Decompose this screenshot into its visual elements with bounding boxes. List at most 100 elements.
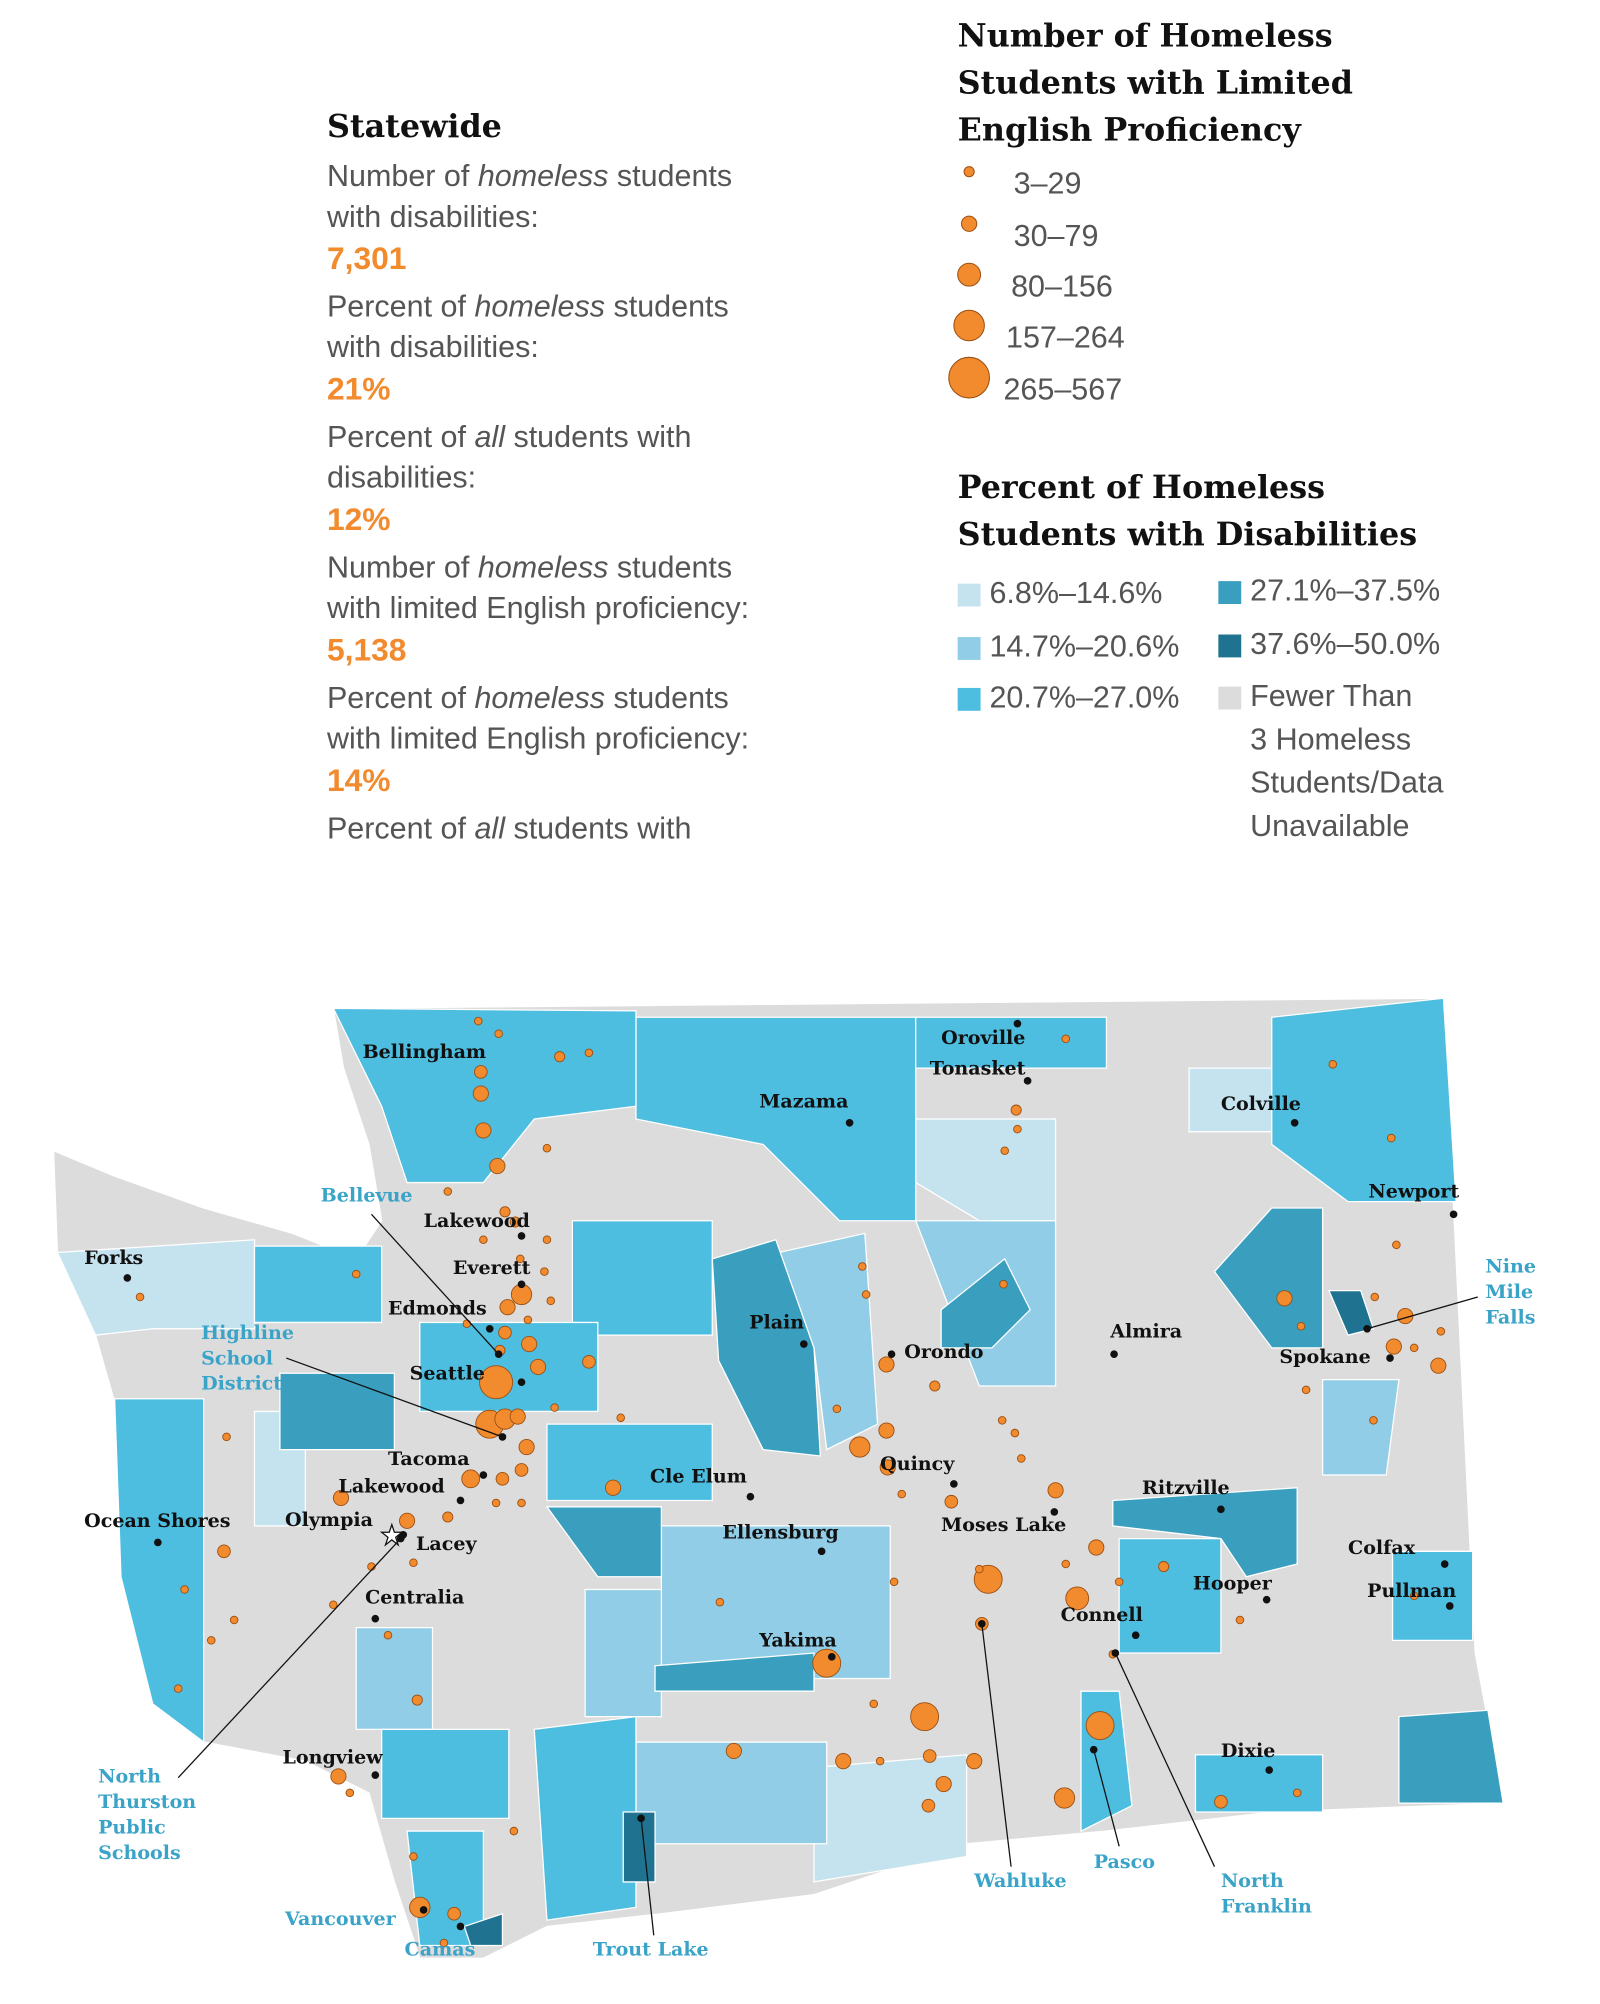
city-dot [517,1232,526,1240]
city-label: Ritzville [1142,1477,1230,1499]
stat-label: with limited English proficiency: [326,591,749,625]
stat-label-emphasis: homeless [478,159,609,193]
map-bubble [515,1254,525,1264]
callout-label: Falls [1485,1307,1535,1329]
stat-label-part: students [605,290,729,324]
city-label: Cle Elum [650,1466,747,1488]
legend-label: 30–79 [1014,219,1099,253]
map-bubble [332,1489,350,1506]
city-dot [485,1324,494,1333]
callout-label: Bellevue [321,1185,413,1207]
map-bubble [1292,1788,1302,1798]
stat-label: Number of homeless students [327,550,732,584]
district-region [419,1321,599,1413]
legend-label: 3–29 [1014,167,1082,201]
map-bubble [1409,1343,1419,1353]
city-dot [800,1340,808,1348]
callout-line [286,1357,503,1438]
callout-dot [637,1814,645,1823]
map-bubble [409,1852,418,1861]
city-label: Colville [1221,1093,1301,1115]
city-dot [746,1492,755,1501]
callout-label: Thurston [98,1791,196,1813]
map-bubble [935,1775,952,1793]
city-label: Ellensburg [722,1522,838,1544]
city-label: Forks [84,1247,143,1269]
legend-label: 157–264 [1006,321,1125,355]
city-label: Spokane [1279,1346,1370,1368]
map-bubble [861,1290,871,1299]
callout-label: North [98,1766,161,1788]
callout-label: North [1221,1870,1284,1892]
map-bubble [878,1422,895,1439]
capital-star [379,1522,404,1547]
map-bubble [207,1636,216,1645]
map-bubble [135,1292,145,1302]
stat-label: with disabilities: [326,200,539,234]
city-label: Almira [1109,1321,1182,1343]
map-bubble [345,1788,355,1798]
legend-swatch [957,637,981,660]
map-bubble [966,1753,983,1770]
callout-dot [498,1433,507,1441]
callout-line [1366,1296,1478,1330]
legend-circle [963,166,975,178]
city-dot [479,1471,488,1479]
map-bubble [474,1016,483,1026]
map-bubble [878,1356,895,1373]
map-labels: Bellingham Oroville Tonasket Mazama Colville… [84,1019,1536,1961]
legend-label: 80–156 [1011,270,1113,304]
map-bubble [330,1768,347,1785]
city-dot [371,1614,380,1623]
callout-label: Pasco [1094,1851,1155,1873]
district-region [1213,1207,1324,1349]
district-region [622,1811,656,1883]
stat-label-emphasis: homeless [474,681,605,715]
map-bubble [1276,1290,1293,1307]
washington-map [52,997,1504,1959]
callout-dot [419,1906,428,1914]
stat-label-part: Percent of [327,290,475,324]
map-bubble [222,1432,231,1442]
city-dot [1023,1077,1032,1085]
stat-label-part: Percent of [327,811,475,845]
legend-swatch [1218,581,1242,604]
map-bubble [1061,1559,1071,1569]
stat-label-part: students [608,159,732,193]
callout-line [371,1213,500,1355]
map-bubble [1053,1787,1076,1809]
map-bubble [725,1742,742,1760]
stat-label: Percent of all students with [327,811,692,845]
map-bubble [1016,1454,1026,1463]
legend-swatch [957,687,981,711]
callout-label: Trout Lake [593,1939,709,1961]
map-bubble [910,1702,940,1732]
callout-label: Vancouver [284,1908,397,1930]
map-bubble [1010,1104,1022,1116]
map-bubble [494,1029,503,1039]
city-dot [1265,1766,1274,1774]
city-label: Lakewood [424,1210,530,1232]
map-bubble [521,1335,538,1353]
map-bubble [858,1262,867,1271]
district-region [1328,1290,1375,1336]
map-bubble [351,1269,361,1279]
map-bubble [442,1511,454,1523]
map-bubble [975,1564,984,1574]
city-dot [371,1771,380,1779]
legend-circle [948,356,990,399]
legend-title: Students with Disabilities [958,516,1417,553]
map-bubble [1369,1416,1378,1425]
map-bubble [1010,1428,1020,1438]
stat-label: Percent of all students with [327,420,692,454]
map-bubble [997,1416,1007,1425]
district-region [1271,997,1457,1203]
city-dot [517,1378,526,1387]
callout-label: District [201,1373,282,1395]
city-label: Oroville [941,1027,1025,1049]
stat-label-emphasis: homeless [478,550,609,584]
callout-line [177,1538,402,1779]
legend-circle [960,215,978,232]
city-label: Lakewood [338,1476,444,1498]
